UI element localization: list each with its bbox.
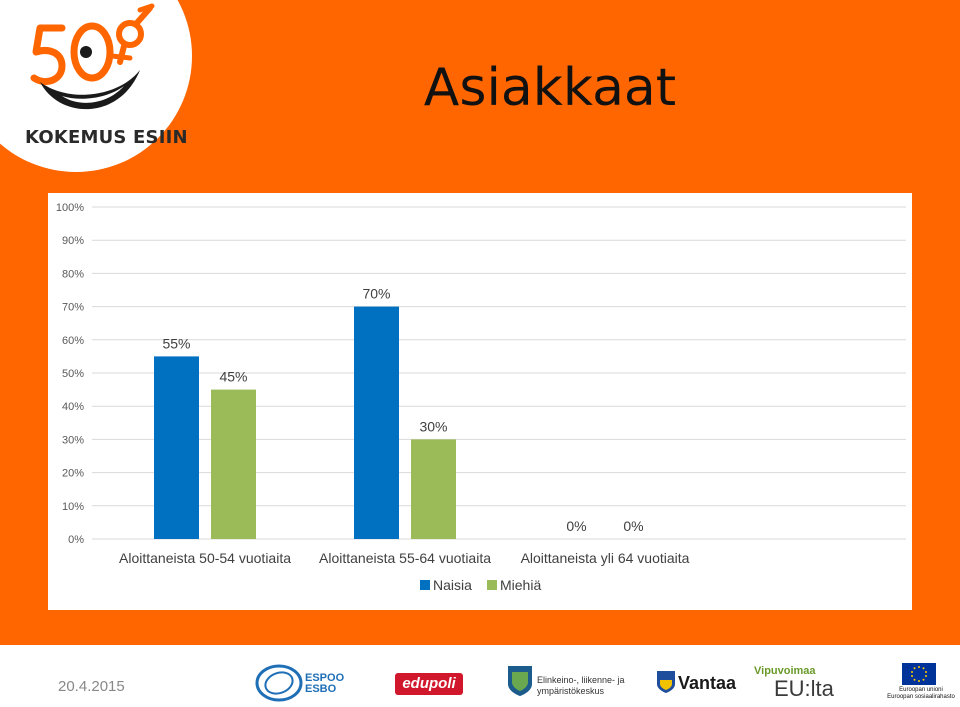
data-label: 0% (623, 518, 643, 534)
y-tick-label: 20% (62, 468, 84, 480)
bar-chart: 0% 10% 20% 30% 40% 50% 60% 70% 80% 90% 100% 55% 45% A… (56, 202, 906, 593)
ely-line1: Elinkeino-, liikenne- ja (537, 675, 625, 685)
espoo-line1: ESPOO (305, 672, 345, 684)
footer-date: 20.4.2015 (58, 678, 125, 695)
partner-logos: ESPOO ESBO edupoli Elinkeino-, liikenne-… (250, 660, 955, 705)
page-title: Asiakkaat (423, 58, 677, 118)
espoo-logo-text: ESPOO ESBO (305, 673, 344, 695)
bar (411, 439, 456, 539)
y-tick-label: 40% (62, 401, 84, 413)
data-label: 70% (362, 286, 390, 302)
vantaa-crest-icon (657, 671, 675, 693)
bar (211, 389, 256, 539)
y-tick-label: 10% (62, 501, 84, 513)
ely-line2: ympäristökeskus (537, 686, 605, 696)
data-label: 30% (419, 418, 447, 434)
eu-logo-text: Euroopan unioni Euroopan sosiaalirahasto (886, 687, 956, 701)
ely-logo-text: Elinkeino-, liikenne- ja ympäristökeskus (537, 675, 625, 697)
y-tick-label: 100% (56, 202, 84, 214)
bar (354, 306, 399, 539)
50-plus-smile-logo-icon (30, 3, 155, 110)
legend-label: Naisia (433, 577, 472, 593)
legend-swatch (420, 580, 430, 590)
data-label: 55% (162, 335, 190, 351)
vipuvoimaa-logo-text: Vipuvoimaa (754, 665, 816, 677)
eu-line1: Euroopan unioni (899, 687, 943, 693)
espoo-logo-icon (255, 664, 303, 702)
y-tick-label: 80% (62, 268, 84, 280)
x-category-label: Aloittaneista 55-64 vuotiaita (319, 550, 491, 566)
edupoli-logo: edupoli (395, 673, 463, 695)
legend-swatch (487, 580, 497, 590)
eu-flag-icon (902, 663, 936, 685)
y-tick-label: 0% (68, 534, 84, 546)
y-tick-label: 90% (62, 235, 84, 247)
y-tick-label: 70% (62, 302, 84, 314)
legend-label: Miehiä (500, 577, 541, 593)
espoo-line2: ESBO (305, 683, 337, 695)
y-tick-label: 60% (62, 335, 84, 347)
chart-panel: 0% 10% 20% 30% 40% 50% 60% 70% 80% 90% 100% 55% 45% A… (48, 193, 912, 610)
y-tick-label: 50% (62, 368, 84, 380)
vantaa-logo-text: Vantaa (678, 673, 737, 693)
x-category-label: Aloittaneista 50-54 vuotiaita (119, 550, 291, 566)
logo-text: KOKEMUS ESIIN (25, 127, 188, 148)
eu-line2: Euroopan sosiaalirahasto (887, 694, 955, 700)
x-category-label: Aloittaneista yli 64 vuotiaita (521, 550, 690, 566)
bar (154, 356, 199, 539)
y-tick-label: 30% (62, 434, 84, 446)
eu-lta-logo-text: EU:lta (774, 676, 834, 701)
data-label: 0% (566, 518, 586, 534)
data-label: 45% (219, 369, 247, 385)
ely-logo-icon (508, 666, 532, 696)
